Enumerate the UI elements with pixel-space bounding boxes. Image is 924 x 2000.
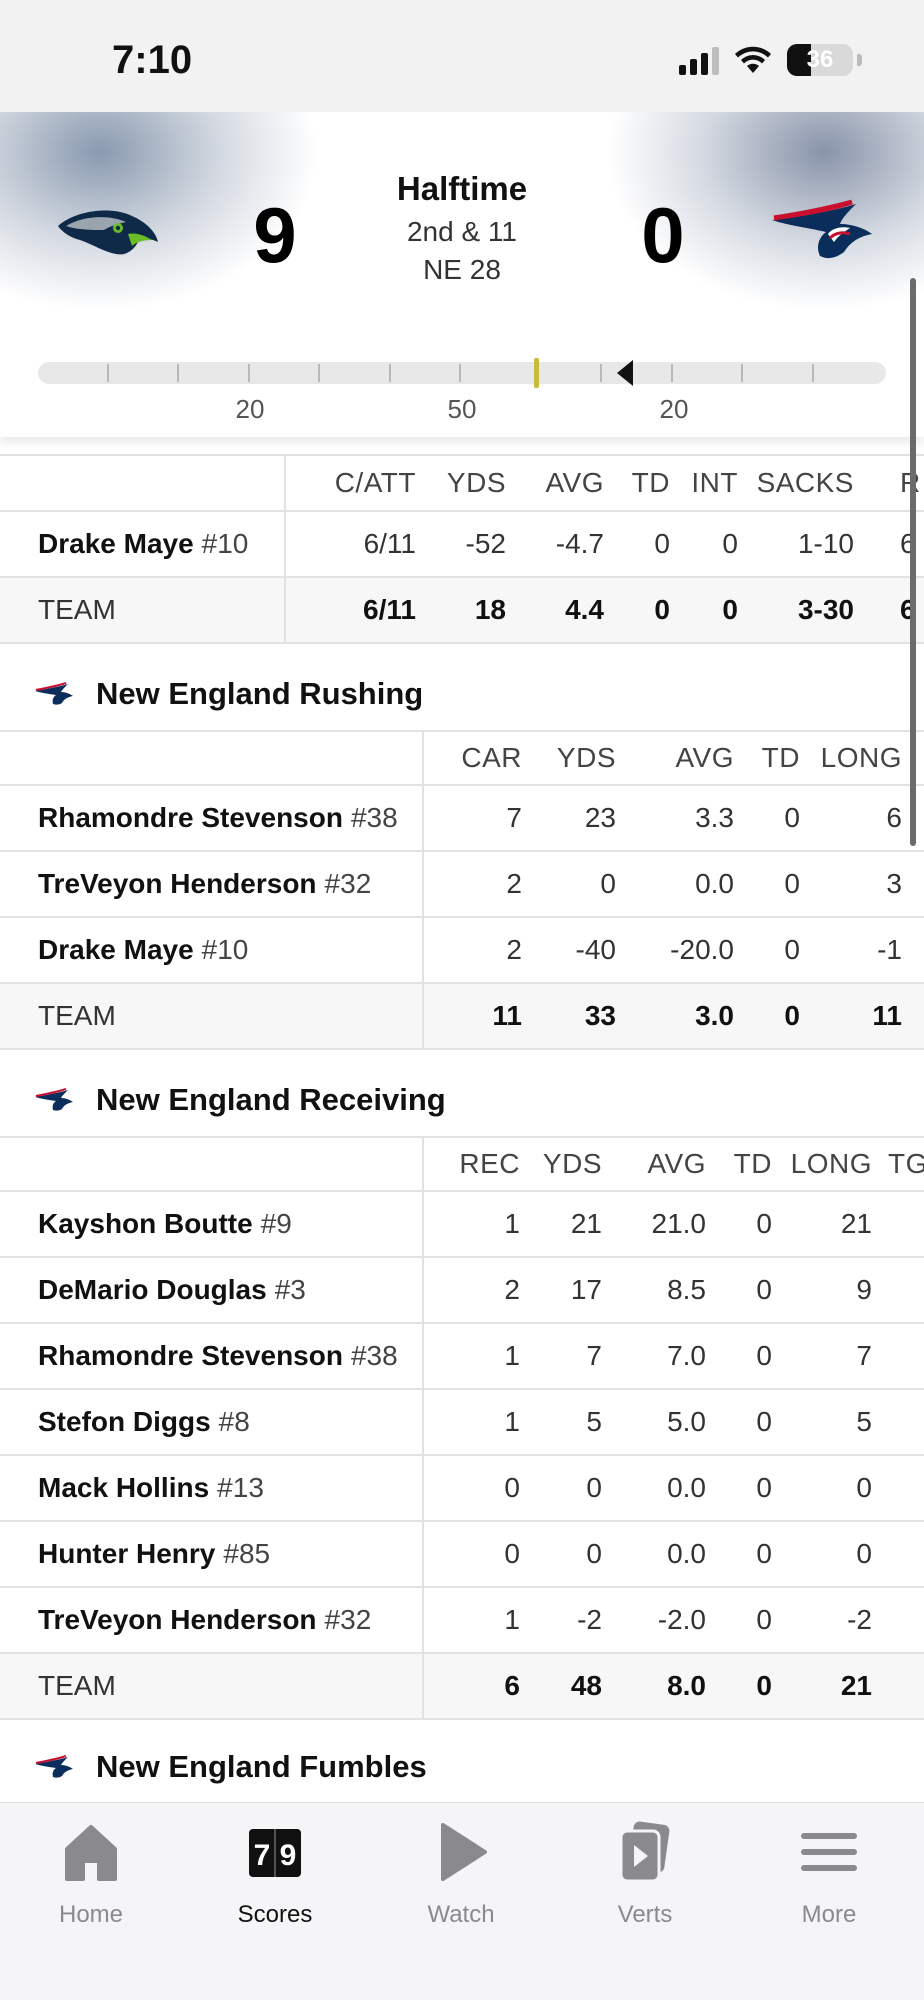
table-row[interactable]: Mack Hollins #13 0 0 0.0 0 0 <box>0 1456 924 1522</box>
patriots-logo-icon <box>35 682 73 705</box>
game-scoreboard-header[interactable]: 9 Halftime 2nd & 11 NE 28 0 20 50 20 <box>0 112 924 437</box>
battery-level: 36 <box>806 46 834 73</box>
home-icon <box>65 1825 117 1881</box>
seahawks-logo-icon[interactable] <box>56 204 160 258</box>
wifi-icon <box>735 46 771 73</box>
menu-icon <box>801 1833 857 1871</box>
tab-scores[interactable]: 7 9 Scores <box>200 1821 350 1931</box>
home-score: 0 <box>641 191 685 279</box>
svg-text:9: 9 <box>280 1839 297 1872</box>
status-time: 7:10 <box>112 38 193 82</box>
tab-more-label: More <box>801 1901 857 1928</box>
team-total-row: TEAM 6/11 18 4.4 0 0 3-30 6 <box>0 578 924 644</box>
table-row[interactable]: Kayshon Boutte #9 1 21 21.0 0 21 <box>0 1192 924 1258</box>
tab-home[interactable]: Home <box>16 1821 166 1931</box>
patriots-logo-icon[interactable] <box>770 198 874 262</box>
receiving-header-row: REC YDS AVG TD LONG TG <box>0 1136 924 1192</box>
team-total-row: TEAM 6 48 8.0 0 21 <box>0 1654 924 1720</box>
table-row[interactable]: DeMario Douglas #3 2 17 8.5 0 9 <box>0 1258 924 1324</box>
ball-spot: NE 28 <box>423 254 501 285</box>
yard-label-20-left: 20 <box>235 394 265 424</box>
tab-verts-label: Verts <box>617 1901 673 1928</box>
scoreboard-icon: 7 9 <box>249 1829 301 1877</box>
verts-icon <box>619 1821 670 1883</box>
table-row[interactable]: Drake Maye #10 2 -40 -20.0 0 -1 <box>0 918 924 984</box>
away-score: 9 <box>253 191 297 279</box>
status-icons: 36 <box>679 44 862 76</box>
table-row[interactable]: Rhamondre Stevenson #38 1 7 7.0 0 7 <box>0 1324 924 1390</box>
table-row[interactable]: Drake Maye #10 6/11 -52 -4.7 0 0 1-10 6 <box>0 512 924 578</box>
tab-home-label: Home <box>58 1901 124 1928</box>
passing-header-row: C/ATT YDS AVG TD INT SACKS R <box>0 454 924 512</box>
yard-label-20-right: 20 <box>659 394 689 424</box>
battery-icon: 36 <box>787 44 853 76</box>
tab-verts[interactable]: Verts <box>570 1821 720 1931</box>
tab-scores-label: Scores <box>237 1901 313 1928</box>
fumbles-section-title: New England Fumbles <box>0 1732 924 1802</box>
receiving-title: New England Receiving <box>96 1082 446 1117</box>
down-and-distance: 2nd & 11 <box>406 216 518 247</box>
team-total-row: TEAM 11 33 3.0 0 11 <box>0 984 924 1050</box>
ball-position-arrow <box>617 360 633 386</box>
table-row[interactable]: Stefon Diggs #8 1 5 5.0 0 5 <box>0 1390 924 1456</box>
patriots-logo-icon <box>35 1755 73 1778</box>
yard-label-50: 50 <box>447 394 477 424</box>
tab-watch-label: Watch <box>427 1901 495 1928</box>
first-down-marker <box>534 358 539 388</box>
svg-text:7: 7 <box>254 1839 271 1872</box>
table-row[interactable]: TreVeyon Henderson #32 2 0 0.0 0 3 <box>0 852 924 918</box>
tab-watch[interactable]: Watch <box>386 1821 536 1931</box>
rushing-section-title: New England Rushing <box>0 654 924 734</box>
table-row[interactable]: Rhamondre Stevenson #38 7 23 3.3 0 6 <box>0 786 924 852</box>
fumbles-title: New England Fumbles <box>96 1749 427 1784</box>
bottom-tab-bar: Home 7 9 Scores Watch Verts More <box>0 1802 924 2000</box>
rushing-title: New England Rushing <box>96 676 424 711</box>
table-row[interactable]: TreVeyon Henderson #32 1 -2 -2.0 0 -2 <box>0 1588 924 1654</box>
play-icon <box>441 1823 487 1881</box>
table-row[interactable]: Hunter Henry #85 0 0 0.0 0 0 <box>0 1522 924 1588</box>
cellular-signal-icon <box>679 45 719 75</box>
field-position-bar <box>38 358 886 388</box>
game-status: Halftime <box>396 170 528 207</box>
status-bar: 7:10 36 <box>0 0 924 112</box>
receiving-section-title: New England Receiving <box>0 1060 924 1140</box>
scrollbar[interactable] <box>910 278 916 846</box>
patriots-logo-icon <box>35 1088 73 1111</box>
rushing-header-row: CAR YDS AVG TD LONG <box>0 730 924 786</box>
tab-more[interactable]: More <box>754 1821 904 1931</box>
